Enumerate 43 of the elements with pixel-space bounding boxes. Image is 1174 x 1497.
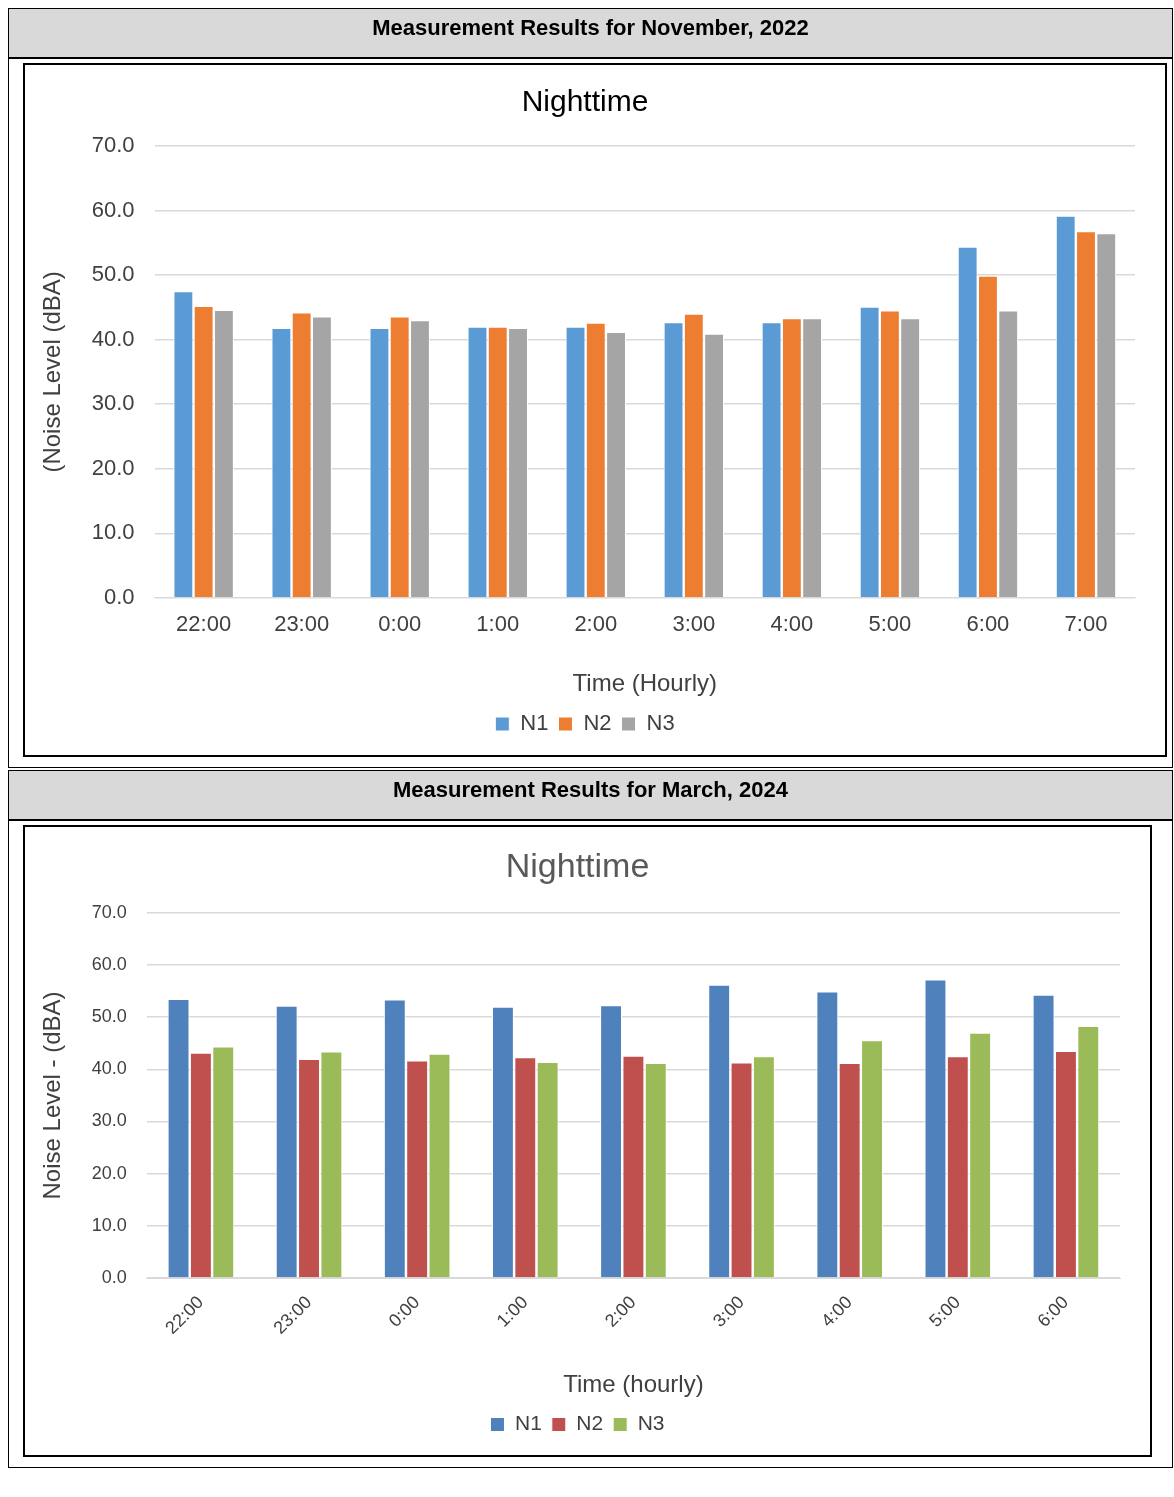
x-tick-label: 4:00 — [770, 611, 814, 637]
y-tick-label: 70.0 — [91, 132, 135, 158]
y-tick-label: 30.0 — [91, 390, 135, 416]
legend-label: N1 — [514, 1411, 542, 1435]
legend-label: N2 — [576, 1411, 604, 1435]
x-tick-label: 22:00 — [176, 611, 232, 637]
y-axis-title: Noise Level - (dBA) — [38, 991, 66, 1200]
y-tick-label: 0.0 — [104, 583, 135, 609]
chart-title: Measurement Results for March, 2024 — [9, 771, 1172, 821]
chart-subtitle: Nighttime — [521, 84, 649, 118]
legend-label: N3 — [637, 1411, 665, 1435]
x-tick-label: 0:00 — [378, 611, 422, 637]
x-tick-label: 3:00 — [672, 611, 716, 637]
x-axis-title: Time (hourly) — [563, 1370, 704, 1398]
y-tick-label: 60.0 — [91, 953, 127, 974]
x-tick-label: 6:00 — [1033, 1291, 1073, 1331]
y-tick-label: 60.0 — [91, 196, 135, 222]
x-tick-label: 7:00 — [1064, 611, 1108, 637]
y-tick-label: 20.0 — [91, 454, 135, 480]
y-tick-label: 40.0 — [91, 1058, 127, 1079]
y-tick-label: 0.0 — [101, 1267, 127, 1288]
chart-subtitle: Nighttime — [505, 845, 650, 884]
legend-label: N3 — [646, 710, 675, 736]
legend-label: N2 — [583, 710, 612, 736]
x-tick-label: 5:00 — [868, 611, 912, 637]
chart-title: Measurement Results for November, 2022 — [9, 9, 1172, 59]
y-tick-label: 50.0 — [91, 261, 135, 287]
y-axis-title: (Noise Level (dBA) — [38, 271, 66, 473]
y-tick-label: 40.0 — [91, 325, 135, 351]
x-tick-label: 4:00 — [817, 1291, 857, 1331]
x-tick-label: 23:00 — [274, 611, 330, 637]
y-tick-label: 10.0 — [91, 1214, 127, 1235]
y-tick-label: 20.0 — [91, 1162, 127, 1183]
y-tick-label: 70.0 — [91, 901, 127, 922]
x-tick-label: 1:00 — [476, 611, 520, 637]
y-tick-label: 30.0 — [91, 1110, 127, 1131]
x-tick-label: 2:00 — [574, 611, 618, 637]
legend-label: N1 — [520, 710, 549, 736]
y-tick-label: 50.0 — [91, 1006, 127, 1027]
y-tick-label: 10.0 — [91, 519, 135, 545]
x-axis-title: Time (Hourly) — [572, 669, 718, 697]
x-tick-label: 6:00 — [966, 611, 1010, 637]
x-tick-label: 0:00 — [384, 1291, 424, 1331]
